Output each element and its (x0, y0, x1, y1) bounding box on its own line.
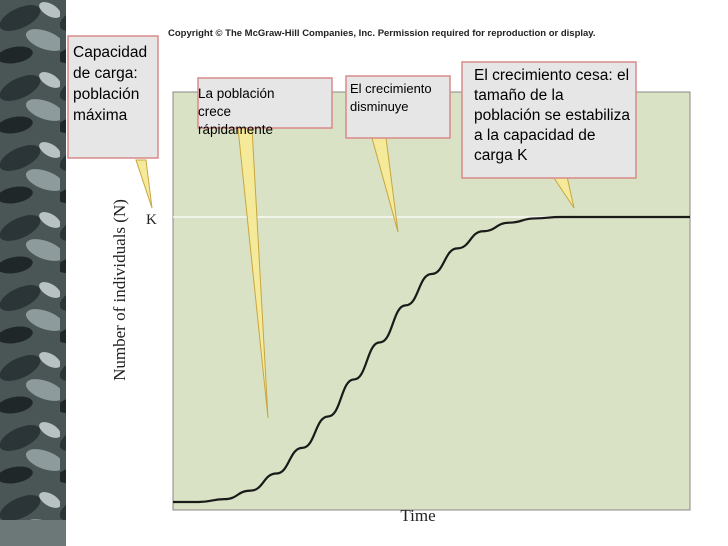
callout-slows: El crecimiento disminuye (350, 81, 432, 114)
callout-stops: El crecimiento cesa: el tamaño de la pob… (474, 67, 630, 164)
copyright-text: Copyright © The McGraw-Hill Companies, I… (168, 28, 596, 39)
callout-fast: La población crece rápidamente (198, 86, 275, 137)
series-line (173, 215, 690, 504)
photo-strip (0, 0, 66, 546)
callout-box-slows (345, 75, 451, 139)
y-tick-label-k: K (146, 212, 157, 228)
callout-capacity: Capacidad de carga: población máxima (73, 44, 148, 124)
y-axis-label: Number of individuals (N) (110, 199, 129, 381)
callout-box-stops (461, 61, 637, 179)
x-axis-label: Time (400, 506, 435, 525)
photo-strip-bottom (0, 520, 66, 546)
pointer-capacity (135, 159, 153, 209)
callout-box-capacity (67, 35, 159, 159)
callout-box-fast (197, 77, 333, 129)
